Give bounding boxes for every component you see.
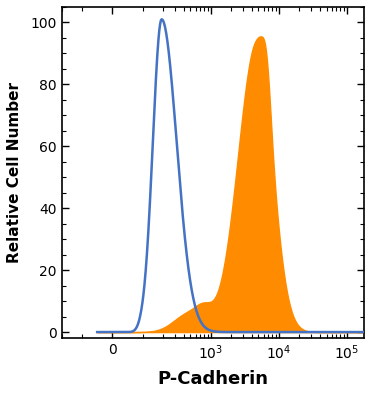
X-axis label: P-Cadherin: P-Cadherin <box>157 370 268 388</box>
Y-axis label: Relative Cell Number: Relative Cell Number <box>7 82 22 263</box>
